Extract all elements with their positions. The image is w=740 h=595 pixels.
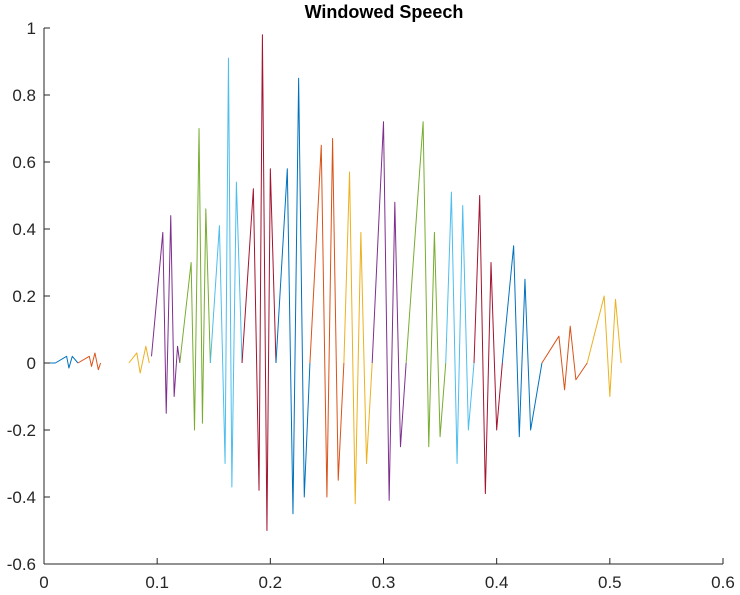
- speech-window-series-11: [371, 121, 407, 501]
- x-axis-ticks: 0 0.1 0.2 0.3 0.4 0.5 0.6: [39, 558, 735, 592]
- y-tick-label: 0.6: [12, 153, 36, 172]
- x-tick-label: 0.1: [145, 573, 169, 592]
- speech-window-series-17: [586, 295, 622, 397]
- y-tick-label: -0.2: [7, 421, 36, 440]
- x-tick-label: 0.2: [259, 573, 283, 592]
- speech-window-series-5: [179, 128, 211, 431]
- speech-window-series-14: [473, 195, 503, 495]
- x-tick-label: 0.6: [711, 573, 735, 592]
- x-tick-label: 0.5: [598, 573, 622, 592]
- speech-window-series-7: [241, 34, 277, 531]
- y-tick-label: 0.4: [12, 220, 36, 239]
- y-axis-ticks: -0.6 -0.4 -0.2 0 0.2 0.4 0.6 0.8 1: [7, 19, 50, 574]
- y-tick-label: 0.2: [12, 287, 36, 306]
- x-tick-label: 0.4: [485, 573, 509, 592]
- y-tick-label: -0.6: [7, 555, 36, 574]
- speech-window-series-8: [275, 77, 311, 515]
- speech-window-series-16: [541, 325, 588, 391]
- y-tick-label: -0.4: [7, 488, 36, 507]
- speech-window-series-10: [343, 171, 373, 505]
- speech-window-series-13: [445, 191, 475, 464]
- x-tick-label: 0: [39, 573, 48, 592]
- speech-window-series-1: [44, 355, 79, 369]
- y-tick-label: 1: [27, 19, 36, 38]
- y-tick-label: 0.8: [12, 86, 36, 105]
- speech-window-series-3: [128, 345, 150, 374]
- speech-window-series-12: [405, 121, 447, 448]
- speech-window-series-2: [77, 352, 102, 371]
- speech-window-series-6: [209, 57, 243, 488]
- chart-title: Windowed Speech: [305, 2, 464, 22]
- plot-area: [44, 34, 622, 531]
- y-tick-label: 0: [27, 354, 36, 373]
- x-tick-label: 0.3: [372, 573, 396, 592]
- speech-window-series-9: [309, 138, 345, 498]
- speech-window-series-15: [501, 245, 543, 438]
- speech-window-series-4: [151, 215, 181, 414]
